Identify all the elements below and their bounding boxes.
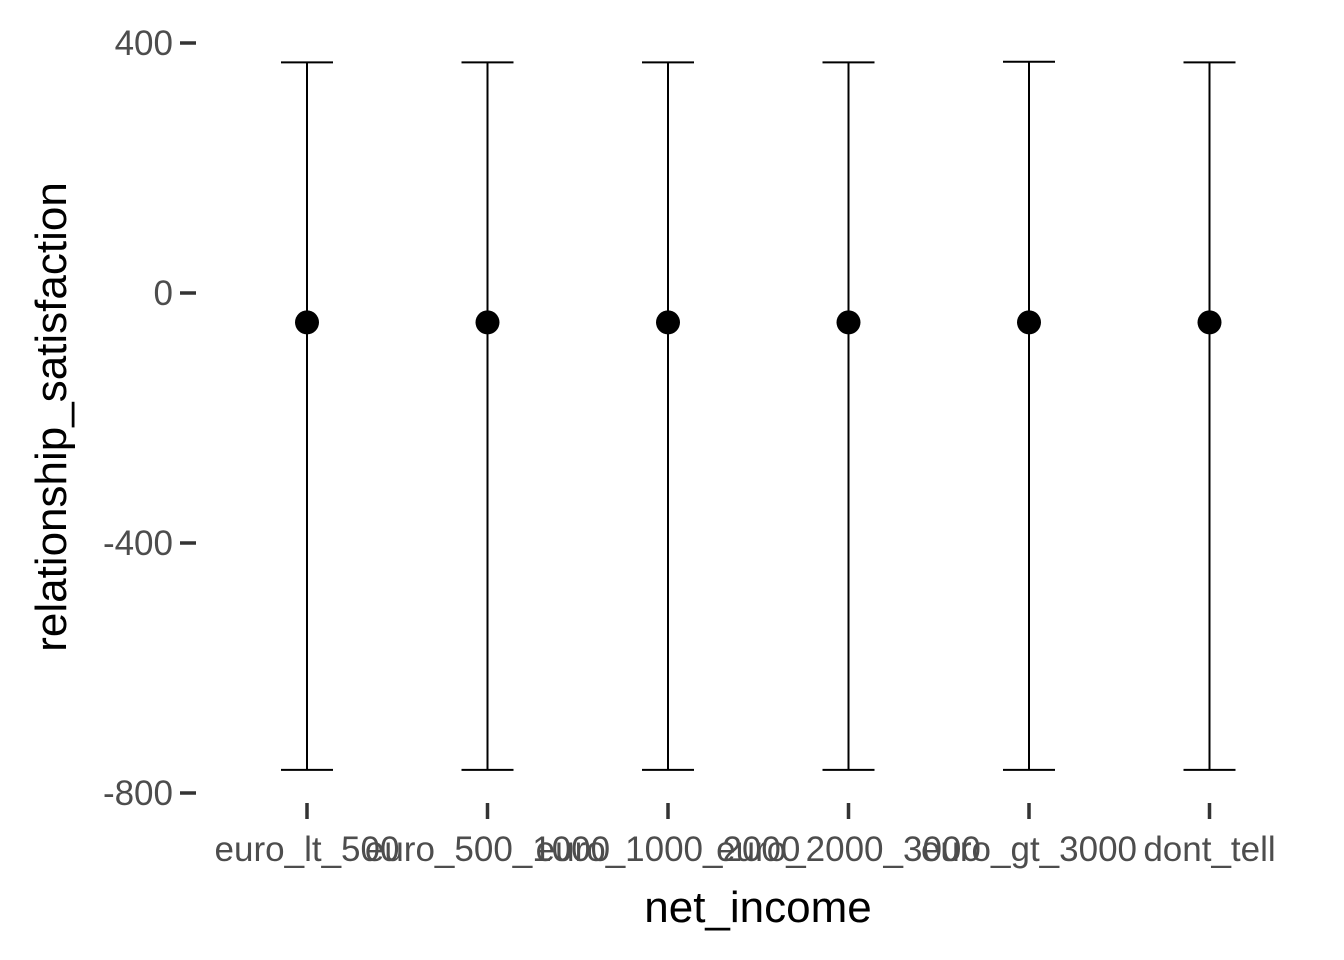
x-tick-label: dont_tell <box>1143 830 1275 869</box>
y-axis-title: relationship_satisfaction <box>27 182 76 652</box>
errorbar-group <box>1003 60 1055 771</box>
x-axis-title: net_income <box>644 883 871 932</box>
y-tick-label: -800 <box>103 774 173 813</box>
x-tick-label: euro_2000_3000 <box>716 830 981 869</box>
data-point <box>836 310 861 335</box>
x-axis: euro_lt_500euro_500_1000euro_1000_2000eu… <box>215 803 1276 869</box>
x-tick-label: euro_1000_2000 <box>536 830 801 869</box>
data-point <box>1197 310 1222 335</box>
y-tick-label: 400 <box>115 24 173 63</box>
x-tick-label: euro_500_1000 <box>365 830 610 869</box>
y-tick-label: -400 <box>103 524 173 563</box>
errorbar-group <box>1183 61 1236 771</box>
data-point <box>656 310 680 335</box>
y-axis: 400 0 -400 -800 <box>103 24 196 813</box>
data-point <box>475 310 500 335</box>
plot-marks <box>281 60 1236 771</box>
x-tick-label: euro_lt_500 <box>215 830 400 869</box>
errorbar-group <box>822 61 875 771</box>
errorbar-group <box>642 61 694 771</box>
data-point <box>295 310 319 335</box>
errorbar-group <box>281 61 333 771</box>
data-point <box>1017 310 1041 335</box>
errorbar-group <box>461 61 514 771</box>
x-tick-label: euro_gt_3000 <box>921 830 1137 869</box>
y-tick-label: 0 <box>154 274 173 313</box>
